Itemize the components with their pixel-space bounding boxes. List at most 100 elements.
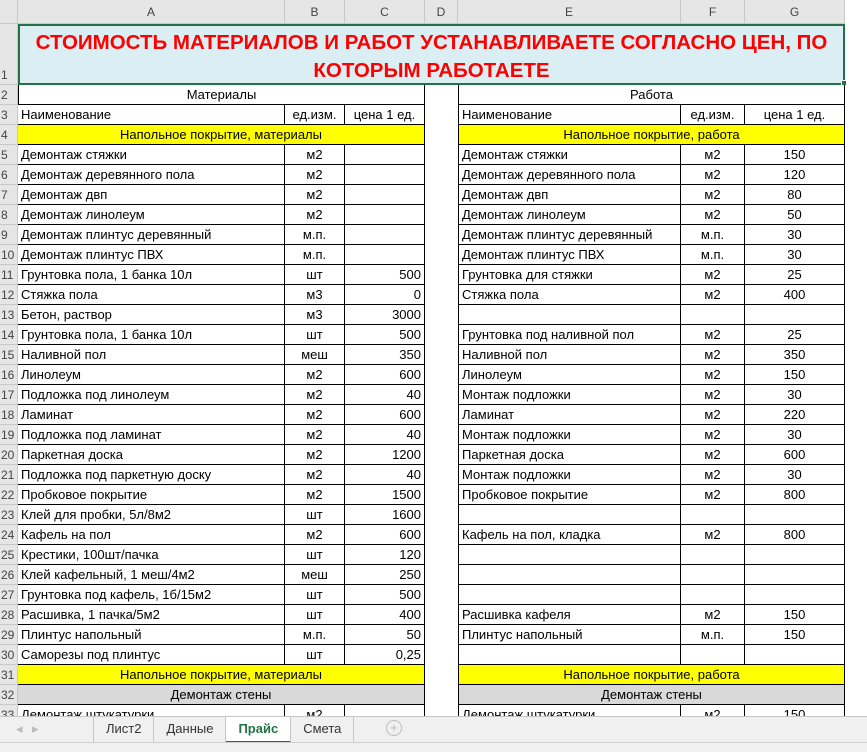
row-header-6[interactable]: 6 xyxy=(0,165,18,185)
work-price-cell[interactable]: 120 xyxy=(745,165,845,185)
section-header-work[interactable]: Напольное покрытие, работа xyxy=(458,665,845,685)
material-price-cell[interactable]: 600 xyxy=(345,525,425,545)
work-unit-cell[interactable]: м2 xyxy=(681,465,745,485)
work-unit-cell[interactable] xyxy=(681,645,745,665)
material-name-cell[interactable]: Подложка под ламинат xyxy=(18,425,285,445)
work-unit-cell[interactable]: м2 xyxy=(681,185,745,205)
material-unit-cell[interactable]: м2 xyxy=(285,205,345,225)
material-price-cell[interactable] xyxy=(345,205,425,225)
material-unit-cell[interactable]: м.п. xyxy=(285,225,345,245)
work-price-cell[interactable]: 80 xyxy=(745,185,845,205)
work-price-cell[interactable] xyxy=(745,545,845,565)
material-name-cell[interactable]: Саморезы под плинтус xyxy=(18,645,285,665)
row-header-28[interactable]: 28 xyxy=(0,605,18,625)
material-price-cell[interactable]: 1200 xyxy=(345,445,425,465)
material-unit-cell[interactable]: меш xyxy=(285,565,345,585)
row-header-27[interactable]: 27 xyxy=(0,585,18,605)
work-price-cell[interactable] xyxy=(745,565,845,585)
material-price-cell[interactable] xyxy=(345,225,425,245)
material-name-cell[interactable]: Кафель на пол xyxy=(18,525,285,545)
material-price-cell[interactable] xyxy=(345,245,425,265)
material-unit-cell[interactable]: м2 xyxy=(285,385,345,405)
row-header-9[interactable]: 9 xyxy=(0,225,18,245)
work-unit-cell[interactable]: м2 xyxy=(681,145,745,165)
material-name-cell[interactable]: Пробковое покрытие xyxy=(18,485,285,505)
work-unit-cell[interactable]: м2 xyxy=(681,325,745,345)
row-header-17[interactable]: 17 xyxy=(0,385,18,405)
row-header-4[interactable]: 4 xyxy=(0,125,18,145)
material-price-cell[interactable]: 500 xyxy=(345,325,425,345)
material-price-cell[interactable]: 1500 xyxy=(345,485,425,505)
work-price-cell[interactable]: 150 xyxy=(745,625,845,645)
work-unit-cell[interactable]: м2 xyxy=(681,265,745,285)
work-unit-cell[interactable]: м2 xyxy=(681,385,745,405)
work-price-cell[interactable]: 600 xyxy=(745,445,845,465)
material-name-cell[interactable]: Бетон, раствор xyxy=(18,305,285,325)
column-header-G[interactable]: G xyxy=(745,0,845,24)
row-header-24[interactable]: 24 xyxy=(0,525,18,545)
material-unit-cell[interactable]: м2 xyxy=(285,365,345,385)
material-price-cell[interactable]: 40 xyxy=(345,385,425,405)
material-name-cell[interactable]: Грунтовка под кафель, 1б/15м2 xyxy=(18,585,285,605)
work-unit-cell[interactable]: м2 xyxy=(681,445,745,465)
work-name-cell[interactable]: Расшивка кафеля xyxy=(458,605,681,625)
work-unit-cell[interactable]: м2 xyxy=(681,705,745,716)
material-unit-cell[interactable]: м2 xyxy=(285,405,345,425)
material-name-cell[interactable]: Крестики, 100шт/пачка xyxy=(18,545,285,565)
materials-name-header[interactable]: Наименование xyxy=(18,105,285,125)
work-name-cell[interactable]: Линолеум xyxy=(458,365,681,385)
row-header-7[interactable]: 7 xyxy=(0,185,18,205)
column-header-E[interactable]: E xyxy=(458,0,681,24)
work-name-cell[interactable] xyxy=(458,565,681,585)
work-name-cell[interactable]: Паркетная доска xyxy=(458,445,681,465)
materials-price-header[interactable]: цена 1 ед. xyxy=(345,105,425,125)
material-unit-cell[interactable]: шт xyxy=(285,505,345,525)
material-unit-cell[interactable]: м2 xyxy=(285,185,345,205)
work-unit-cell[interactable]: м.п. xyxy=(681,225,745,245)
row-header-20[interactable]: 20 xyxy=(0,445,18,465)
material-price-cell[interactable]: 1600 xyxy=(345,505,425,525)
work-unit-cell[interactable]: м2 xyxy=(681,525,745,545)
select-all-corner[interactable] xyxy=(0,0,18,24)
work-price-cell[interactable] xyxy=(745,305,845,325)
work-unit-cell[interactable] xyxy=(681,505,745,525)
material-price-cell[interactable] xyxy=(345,705,425,716)
material-name-cell[interactable]: Грунтовка пола, 1 банка 10л xyxy=(18,325,285,345)
material-price-cell[interactable]: 350 xyxy=(345,345,425,365)
material-name-cell[interactable]: Грунтовка пола, 1 банка 10л xyxy=(18,265,285,285)
work-price-cell[interactable]: 50 xyxy=(745,205,845,225)
work-price-cell[interactable] xyxy=(745,505,845,525)
work-price-cell[interactable] xyxy=(745,645,845,665)
scroll-left-icon[interactable]: ◂ xyxy=(16,721,23,736)
work-unit-cell[interactable]: м2 xyxy=(681,425,745,445)
material-price-cell[interactable] xyxy=(345,185,425,205)
work-unit-header[interactable]: ед.изм. xyxy=(681,105,745,125)
work-unit-cell[interactable]: м2 xyxy=(681,165,745,185)
row-header-25[interactable]: 25 xyxy=(0,545,18,565)
material-price-cell[interactable]: 500 xyxy=(345,585,425,605)
work-price-cell[interactable]: 800 xyxy=(745,485,845,505)
work-price-cell[interactable]: 150 xyxy=(745,365,845,385)
material-name-cell[interactable]: Ламинат xyxy=(18,405,285,425)
section-header-materials[interactable]: Напольное покрытие, материалы xyxy=(18,665,425,685)
row-header-12[interactable]: 12 xyxy=(0,285,18,305)
material-price-cell[interactable] xyxy=(345,165,425,185)
work-name-cell[interactable]: Демонтаж плинтус деревянный xyxy=(458,225,681,245)
work-name-cell[interactable]: Монтаж подложки xyxy=(458,385,681,405)
row-header-29[interactable]: 29 xyxy=(0,625,18,645)
work-price-header[interactable]: цена 1 ед. xyxy=(745,105,845,125)
work-name-cell[interactable]: Плинтус напольный xyxy=(458,625,681,645)
work-name-cell[interactable]: Демонтаж стяжки xyxy=(458,145,681,165)
column-header-A[interactable]: A xyxy=(18,0,285,24)
material-unit-cell[interactable]: м2 xyxy=(285,485,345,505)
material-unit-cell[interactable]: м2 xyxy=(285,525,345,545)
row-header-22[interactable]: 22 xyxy=(0,485,18,505)
work-name-cell[interactable]: Кафель на пол, кладка xyxy=(458,525,681,545)
work-price-cell[interactable]: 30 xyxy=(745,465,845,485)
material-price-cell[interactable]: 120 xyxy=(345,545,425,565)
work-price-cell[interactable]: 30 xyxy=(745,385,845,405)
add-sheet-icon[interactable]: + xyxy=(386,720,402,736)
row-header-10[interactable]: 10 xyxy=(0,245,18,265)
work-unit-cell[interactable]: м2 xyxy=(681,405,745,425)
work-name-cell[interactable]: Монтаж подложки xyxy=(458,465,681,485)
